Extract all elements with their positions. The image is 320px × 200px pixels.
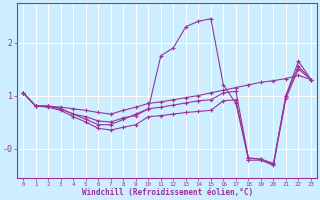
X-axis label: Windchill (Refroidissement éolien,°C): Windchill (Refroidissement éolien,°C): [82, 188, 253, 197]
